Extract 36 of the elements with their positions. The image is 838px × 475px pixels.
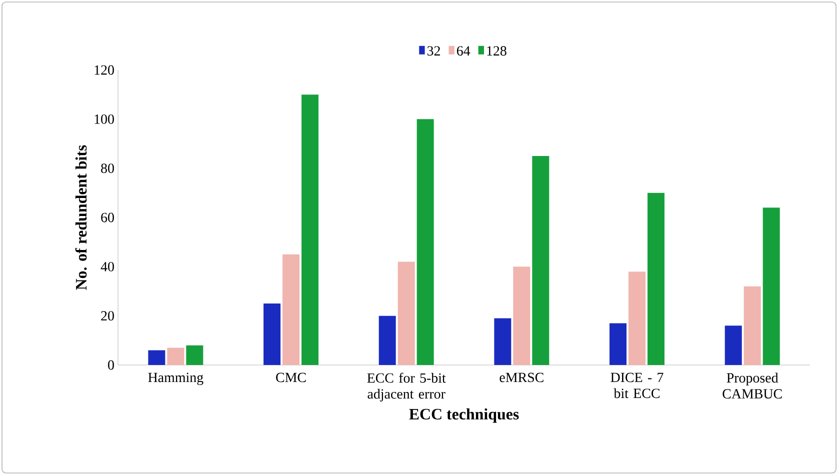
y-tick-label: 0 [108, 360, 114, 370]
bar [186, 345, 204, 365]
x-tick-label: DICE - 7 bit ECC [610, 372, 664, 398]
x-axis-title: ECC techniques [409, 408, 519, 423]
bar [416, 119, 434, 365]
y-tick-label: 60 [101, 212, 114, 222]
y-axis-title: No. of redundent bits [75, 145, 87, 290]
x-tick-label: CMC [276, 372, 306, 382]
legend-label: 64 [456, 46, 470, 56]
x-tick-label: eMRSC [500, 372, 544, 382]
y-tick-label: 20 [101, 311, 114, 321]
y-tick-label: 100 [94, 114, 114, 124]
x-tick-label: Proposed CAMBUC [722, 372, 782, 399]
x-tick-label: ECC for 5-bit adjacent error [367, 372, 446, 402]
x-tick-label: Hamming [148, 372, 204, 386]
bar [282, 254, 300, 365]
bar [167, 348, 184, 365]
legend-label: 32 [427, 46, 440, 56]
bar [724, 326, 742, 365]
y-tick-label: 40 [100, 262, 114, 272]
y-tick-label: 120 [94, 65, 114, 75]
bar [301, 94, 318, 365]
y-tick-label: 80 [101, 164, 114, 174]
bar [744, 286, 761, 365]
bar [378, 316, 396, 365]
bar [532, 156, 550, 365]
bar [398, 262, 415, 365]
bar [610, 323, 627, 365]
bar [264, 304, 281, 365]
legend-label: 128 [487, 46, 506, 56]
bar [628, 272, 646, 365]
bar [648, 192, 664, 365]
bar [762, 208, 780, 365]
bar [513, 266, 530, 365]
bar [148, 350, 166, 365]
bar [494, 318, 512, 365]
